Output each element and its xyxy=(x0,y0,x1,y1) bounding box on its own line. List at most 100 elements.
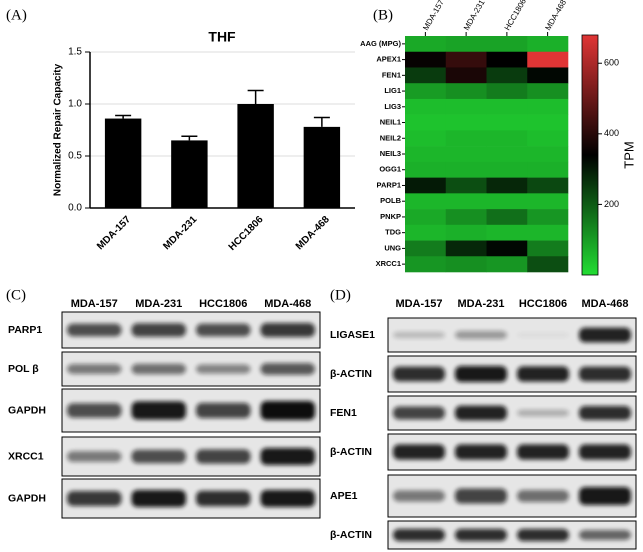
blot-band xyxy=(579,444,631,460)
heatmap-cell xyxy=(445,146,487,163)
blot-band xyxy=(131,363,186,375)
heatmap-cell xyxy=(527,114,569,131)
colorbar xyxy=(581,34,599,276)
heatmap-cell xyxy=(445,209,487,226)
blot-band xyxy=(455,330,507,340)
heatmap-cell xyxy=(405,256,447,273)
y-tick-label: NEIL2 xyxy=(380,133,401,142)
bar xyxy=(303,126,341,208)
y-tick-label: 1.5 xyxy=(68,47,82,58)
heatmap-cell xyxy=(405,177,447,194)
x-tick-label: MDA-157 xyxy=(421,0,446,32)
blot-band xyxy=(260,400,315,421)
blot-band xyxy=(393,366,445,382)
heatmap-cell xyxy=(486,51,528,68)
blot-band xyxy=(393,406,445,420)
blot-band xyxy=(517,332,569,338)
heatmap-cell xyxy=(405,83,447,100)
row-label: GAPDH xyxy=(8,404,46,416)
x-tick-label: MDA-468 xyxy=(294,214,332,252)
heatmap-cell xyxy=(527,51,569,68)
blot-band xyxy=(196,449,251,464)
row-label: PARP1 xyxy=(8,324,42,336)
colorbar-tick-label: 200 xyxy=(604,199,619,209)
blot-band xyxy=(455,366,507,382)
panel-label: (B) xyxy=(373,7,393,23)
heatmap-cell xyxy=(527,130,569,147)
heatmap-cell xyxy=(405,114,447,131)
colorbar-tick-label: 600 xyxy=(604,58,619,68)
y-tick-label: OGG1 xyxy=(379,165,401,174)
blot-band xyxy=(393,528,445,542)
heatmap-cell xyxy=(527,83,569,100)
y-tick-label: POLB xyxy=(380,196,401,205)
colorbar-tick-label: 400 xyxy=(604,128,619,138)
heatmap-cell xyxy=(527,209,569,226)
panel-label: (A) xyxy=(6,7,27,23)
heatmap-cell xyxy=(527,36,569,53)
bar xyxy=(104,118,142,208)
heatmap-cell xyxy=(486,98,528,115)
x-tick-label: HCC1806 xyxy=(227,214,266,253)
heatmap-cell xyxy=(405,193,447,210)
lane-label: MDA-157 xyxy=(71,298,118,310)
lane-label: MDA-468 xyxy=(264,298,311,310)
y-tick-label: PARP1 xyxy=(377,180,401,189)
blot-band xyxy=(455,488,507,504)
heatmap-cell xyxy=(527,193,569,210)
blot-band xyxy=(196,323,251,337)
heatmap-cell xyxy=(405,67,447,84)
heatmap-cell xyxy=(486,67,528,84)
heatmap-cell xyxy=(405,240,447,257)
heatmap-cell xyxy=(405,36,447,53)
y-tick-label: TDG xyxy=(385,228,401,237)
heatmap-cell xyxy=(527,67,569,84)
row-label: GAPDH xyxy=(8,492,46,504)
heatmap-cell xyxy=(486,177,528,194)
blot-band xyxy=(517,489,569,503)
y-tick-label: 1.0 xyxy=(68,99,82,110)
blot-band xyxy=(131,323,186,337)
heatmap-cell xyxy=(445,83,487,100)
row-label: β-ACTIN xyxy=(330,368,372,380)
heatmap-cell xyxy=(445,36,487,53)
bar xyxy=(171,140,208,208)
blot-band xyxy=(260,490,315,507)
heatmap-cell xyxy=(486,36,528,53)
lane-label: MDA-231 xyxy=(457,298,504,310)
heatmap-cell xyxy=(445,130,487,147)
heatmap-cell xyxy=(527,146,569,163)
bar xyxy=(237,104,274,208)
heatmap-cell xyxy=(486,130,528,147)
y-tick-label: 0.0 xyxy=(68,203,82,214)
heatmap-cell xyxy=(445,161,487,178)
row-label: LIGASE1 xyxy=(330,329,375,341)
y-tick-label: NEIL3 xyxy=(380,149,401,158)
heatmap-cell xyxy=(445,240,487,257)
y-tick-label: PNKP xyxy=(380,212,401,221)
row-label: β-ACTIN xyxy=(330,446,372,458)
y-tick-label: LIG1 xyxy=(384,86,401,95)
heatmap-cell xyxy=(486,256,528,273)
blot-band xyxy=(517,444,569,460)
heatmap-cell xyxy=(445,256,487,273)
blot-band xyxy=(393,490,445,502)
blot-band xyxy=(67,364,122,374)
heatmap-cell xyxy=(405,146,447,163)
heatmap-cell xyxy=(527,161,569,178)
blot-band xyxy=(131,401,186,420)
heatmap-cell xyxy=(445,67,487,84)
x-tick-label: MDA-231 xyxy=(462,0,487,32)
y-tick-label: 0.5 xyxy=(68,151,82,162)
y-tick-label: NEIL1 xyxy=(380,118,401,127)
heatmap-cell xyxy=(486,114,528,131)
heatmap-cell xyxy=(405,224,447,241)
panel-label: (D) xyxy=(330,287,351,303)
heatmap-cell xyxy=(405,98,447,115)
heatmap-cell xyxy=(527,224,569,241)
blot-band xyxy=(260,363,315,375)
row-label: APE1 xyxy=(330,490,358,502)
heatmap-cell xyxy=(445,98,487,115)
blot-band xyxy=(131,490,186,507)
